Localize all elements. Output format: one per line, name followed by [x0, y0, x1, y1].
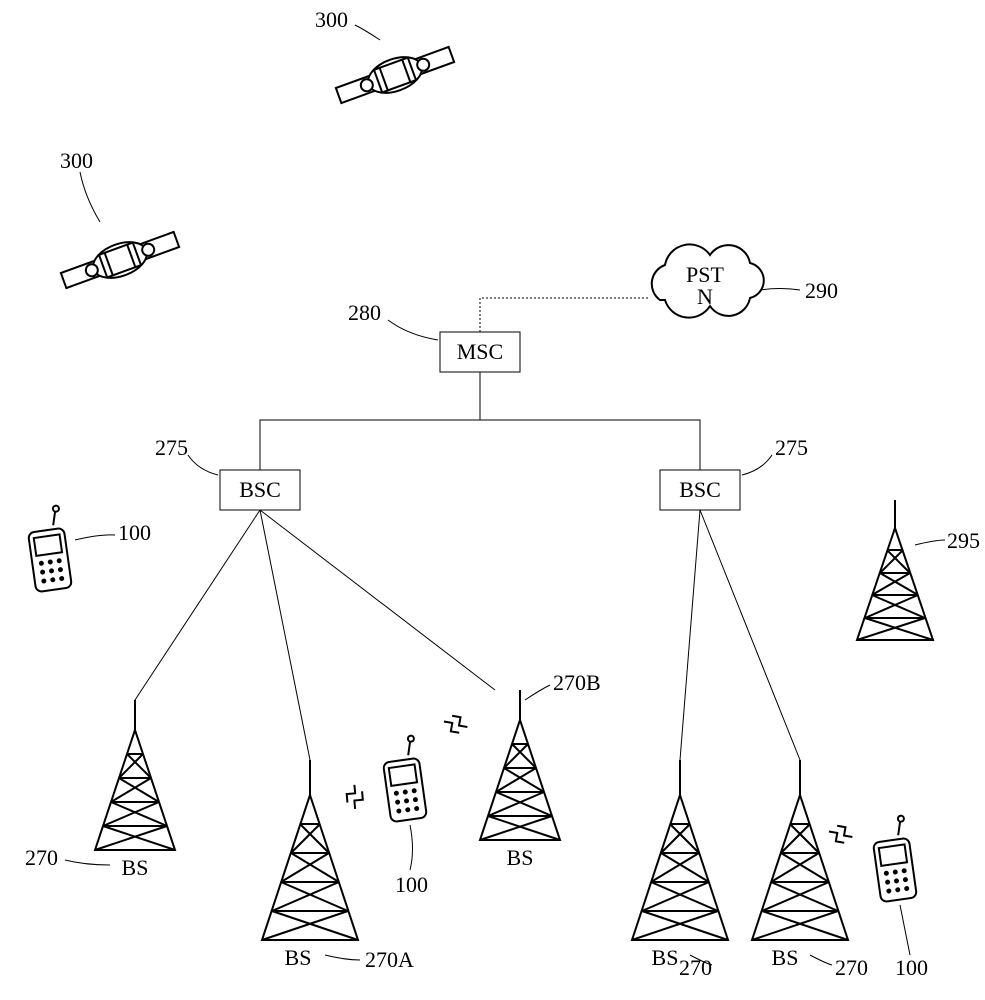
ref-tower2: 270A — [365, 947, 414, 972]
ref-tower1: 270 — [25, 845, 58, 870]
tower1-label: BS — [122, 855, 149, 880]
conn-msc-bsc1 — [260, 372, 480, 470]
ref-phone1: 100 — [118, 520, 151, 545]
msc-label: MSC — [457, 339, 503, 364]
leader-phone2 — [410, 825, 413, 870]
phone-1 — [28, 505, 72, 592]
ref-tower6: 295 — [947, 528, 980, 553]
conn-msc-bsc2 — [480, 372, 700, 470]
tower5-label: BS — [772, 945, 799, 970]
ref-tower3: 270B — [553, 670, 601, 695]
signal-2 — [444, 712, 467, 736]
tower-5 — [752, 760, 848, 940]
ref-bsc2: 275 — [775, 435, 808, 460]
leader-tower2 — [325, 955, 360, 960]
pstn-cloud: PST N 290 — [652, 244, 838, 317]
leader-bsc2 — [742, 455, 772, 475]
leader-msc — [388, 320, 438, 340]
conn-bsc1-bs3 — [260, 510, 495, 690]
ref-pstn: 290 — [805, 278, 838, 303]
tower-3 — [480, 690, 560, 840]
network-diagram: PST N 290 MSC 280 BSC 275 BSC 275 300 — [0, 0, 985, 1000]
bsc2-box: BSC 275 — [660, 435, 808, 510]
leader-pstn — [760, 289, 800, 291]
leader-bsc1 — [188, 455, 218, 475]
tower-2 — [262, 760, 358, 940]
leader-phone3 — [900, 905, 910, 955]
conn-bsc2-bs1 — [680, 510, 700, 760]
satellite-1 — [58, 224, 182, 295]
leader-tower3 — [525, 685, 550, 700]
leader-sat2 — [355, 25, 380, 40]
bsc1-box: BSC 275 — [155, 435, 300, 510]
tower3-label: BS — [507, 845, 534, 870]
leader-tower1 — [65, 860, 110, 865]
ref-msc: 280 — [348, 300, 381, 325]
ref-sat2: 300 — [315, 7, 348, 32]
ref-tower4: 270 — [679, 955, 712, 980]
leader-phone1 — [75, 535, 115, 540]
tower-4 — [632, 760, 728, 940]
conn-bsc1-bs1 — [135, 510, 260, 700]
ref-phone3: 100 — [895, 955, 928, 980]
leader-tower6 — [915, 540, 945, 545]
signal-3 — [829, 822, 852, 846]
signal-1 — [343, 785, 367, 809]
conn-msc-pstn — [480, 298, 650, 332]
tower2-label: BS — [285, 945, 312, 970]
ref-tower5: 270 — [835, 955, 868, 980]
tower-6 — [857, 500, 933, 640]
satellite-2 — [333, 39, 457, 110]
phone-3 — [873, 815, 917, 902]
bsc1-label: BSC — [239, 477, 281, 502]
tower-1 — [95, 700, 175, 850]
bsc2-label: BSC — [679, 477, 721, 502]
leader-tower5 — [810, 955, 832, 965]
msc-box: MSC 280 — [348, 300, 520, 372]
phone-2 — [383, 735, 427, 822]
ref-phone2: 100 — [395, 872, 428, 897]
ref-sat1: 300 — [60, 148, 93, 173]
ref-bsc1: 275 — [155, 435, 188, 460]
pstn-label-2: N — [697, 284, 713, 309]
tower4-label: BS — [652, 945, 679, 970]
conn-bsc1-bs2 — [260, 510, 310, 760]
conn-bsc2-bs2 — [700, 510, 800, 760]
leader-sat1 — [80, 172, 100, 222]
